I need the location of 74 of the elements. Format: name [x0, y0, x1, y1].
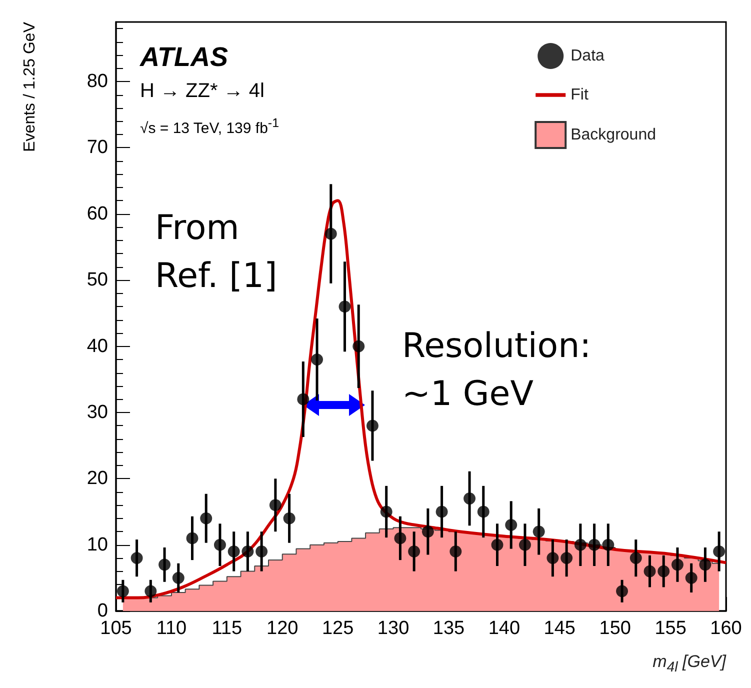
point — [518, 538, 531, 551]
point — [172, 572, 184, 584]
x-tick-label: 135 — [432, 618, 465, 639]
point — [713, 545, 726, 558]
point — [324, 228, 337, 240]
point — [256, 545, 268, 558]
point — [408, 545, 420, 558]
legend-label: Fit — [570, 86, 589, 104]
point — [699, 558, 712, 571]
point — [464, 492, 476, 504]
legend-label: Background — [570, 126, 656, 144]
x-tick-label: 155 — [654, 618, 686, 639]
x-tick-label: 150 — [599, 618, 631, 639]
point — [532, 526, 545, 538]
y-tick-label: 30 — [86, 402, 108, 423]
point — [214, 538, 226, 551]
y-tick-label: 50 — [86, 270, 108, 291]
x-axis-title: m$_{4l}$ [GeV] — [652, 652, 726, 676]
x-tick-label: 140 — [488, 618, 520, 639]
point — [242, 545, 254, 558]
point — [394, 532, 406, 544]
point — [671, 558, 684, 571]
y-tick-label: 60 — [86, 203, 108, 224]
point — [144, 585, 157, 598]
annotation: Resolution: ~1 GeV — [402, 325, 592, 416]
point — [116, 585, 129, 598]
x-tick-label: 110 — [156, 618, 187, 639]
point — [380, 506, 392, 518]
point — [505, 518, 518, 531]
point — [560, 552, 573, 564]
point — [574, 538, 586, 551]
y-axis-title: Events / 1.25 GeV — [22, 22, 38, 152]
line-series — [114, 199, 728, 600]
point — [658, 565, 670, 578]
x-tick-label: 145 — [544, 618, 576, 639]
point — [602, 538, 614, 551]
y-tick-label: 80 — [86, 71, 108, 92]
x-tick-label: 130 — [377, 618, 410, 639]
point — [491, 538, 504, 551]
annotation: From Ref. [1] — [155, 207, 278, 298]
y-tick-label: 10 — [86, 534, 108, 556]
x-tick-label: 115 — [212, 618, 242, 639]
point — [630, 552, 642, 564]
point — [352, 340, 365, 352]
point — [546, 552, 559, 564]
point — [644, 565, 656, 578]
point — [311, 354, 324, 366]
point — [200, 512, 212, 524]
legend-label: Data — [570, 48, 605, 64]
point — [436, 506, 448, 518]
y-tick-label: 70 — [86, 137, 108, 158]
x-tick-label: 160 — [710, 618, 742, 639]
annotation: H → ZZ* → 4l — [140, 80, 264, 103]
annotation: ATLAS — [140, 42, 228, 73]
point — [269, 499, 282, 512]
point — [366, 420, 378, 432]
annotation: √s = 13 TeV, 139 fb$^{-1}$ — [140, 116, 280, 137]
y-tick-label: 20 — [86, 468, 108, 490]
point — [450, 545, 462, 558]
point — [283, 512, 296, 524]
point — [685, 572, 698, 584]
point — [588, 538, 600, 551]
y-tick-label: 40 — [86, 336, 108, 357]
x-tick-label: 120 — [266, 618, 298, 639]
point — [130, 552, 143, 564]
point — [338, 300, 351, 313]
point — [186, 532, 198, 544]
point — [477, 506, 490, 518]
x-tick-label: 125 — [322, 618, 354, 639]
point — [616, 585, 628, 598]
point — [228, 545, 240, 558]
point — [158, 558, 171, 571]
point — [297, 393, 310, 406]
point — [422, 526, 434, 538]
